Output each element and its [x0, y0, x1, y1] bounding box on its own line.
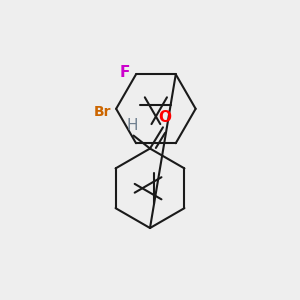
- Text: F: F: [119, 65, 130, 80]
- Text: H: H: [126, 118, 138, 133]
- Text: O: O: [158, 110, 171, 125]
- Text: Br: Br: [93, 105, 111, 119]
